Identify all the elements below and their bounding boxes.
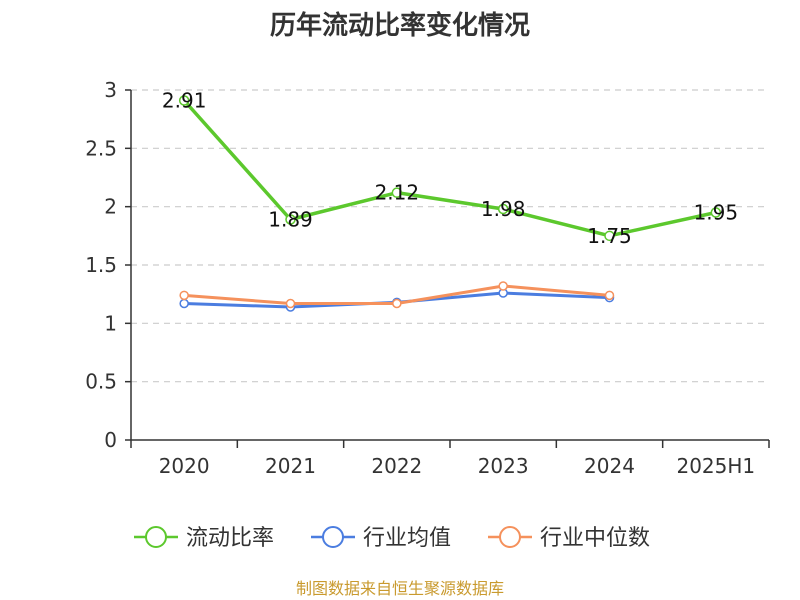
data-label: 1.95 [694,201,739,225]
x-tick-label: 2023 [478,454,529,478]
series-line [182,99,717,238]
data-label: 1.75 [587,224,632,248]
y-tick-label: 1.5 [85,253,117,277]
data-point[interactable] [392,298,402,309]
legend-item[interactable]: 流动比率 [134,526,274,551]
y-tick-label: 0 [104,428,117,452]
x-tick-label: 2025H1 [676,454,755,478]
legend-marker [145,526,167,548]
legend-label: 流动比率 [186,526,274,551]
y-tick-label: 3 [104,78,117,102]
series-0 [178,95,722,242]
data-point[interactable] [710,207,722,218]
data-point[interactable] [604,290,615,301]
y-tick-label: 1 [104,311,117,335]
y-tick-label: 2.5 [85,136,117,160]
data-point[interactable] [178,95,190,106]
data-label: 2.91 [162,89,207,113]
data-point[interactable] [285,298,296,309]
data-labels: 2.91 1.89 2.12 1.98 1.75 1.95 [162,89,738,248]
legend-label: 行业均值 [363,526,451,551]
data-point[interactable] [285,214,296,225]
data-point[interactable] [604,230,615,242]
x-tick-label: 2022 [371,454,422,478]
x-tick-label: 2021 [265,454,316,478]
x-tick-label: 2020 [159,454,210,478]
x-tick-label: 2024 [584,454,635,478]
data-label: 1.98 [481,197,526,221]
series-lines [178,95,722,312]
axes: 0 0.5 1 1.5 2 2.5 3 2020 2021 2022 2023 2024 2025H1 [85,78,770,478]
legend-marker [499,526,521,548]
data-point[interactable] [391,187,403,198]
legend-item[interactable]: 行业中位数 [488,526,650,551]
legend-label: 行业中位数 [540,526,650,551]
y-tick-label: 0.5 [85,370,117,394]
data-point[interactable] [498,281,508,291]
source-note: 制图数据来自恒生聚源数据库 [296,579,504,598]
data-label: 2.12 [375,181,420,205]
legend-marker [322,526,344,548]
data-label: 1.89 [268,208,313,232]
series-2 [179,281,615,309]
data-point[interactable] [497,203,509,215]
data-point[interactable] [179,290,189,301]
legend[interactable]: 流动比率 行业均值 行业中位数 [134,526,650,551]
chart-title: 历年流动比率变化情况 [270,10,530,41]
grid-lines [131,89,769,383]
data-point[interactable] [179,298,189,309]
legend-item[interactable]: 行业均值 [311,526,451,551]
y-tick-label: 2 [104,195,117,219]
